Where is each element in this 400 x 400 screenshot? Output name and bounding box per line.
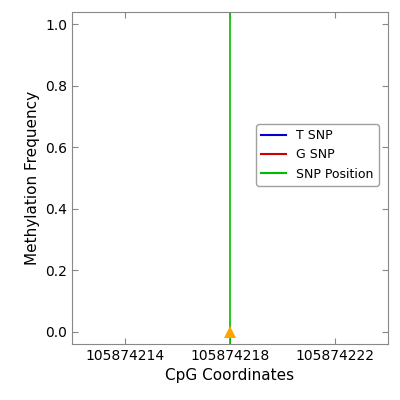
Y-axis label: Methylation Frequency: Methylation Frequency: [24, 91, 40, 265]
X-axis label: CpG Coordinates: CpG Coordinates: [166, 368, 294, 384]
Legend: T SNP, G SNP, SNP Position: T SNP, G SNP, SNP Position: [256, 124, 378, 186]
